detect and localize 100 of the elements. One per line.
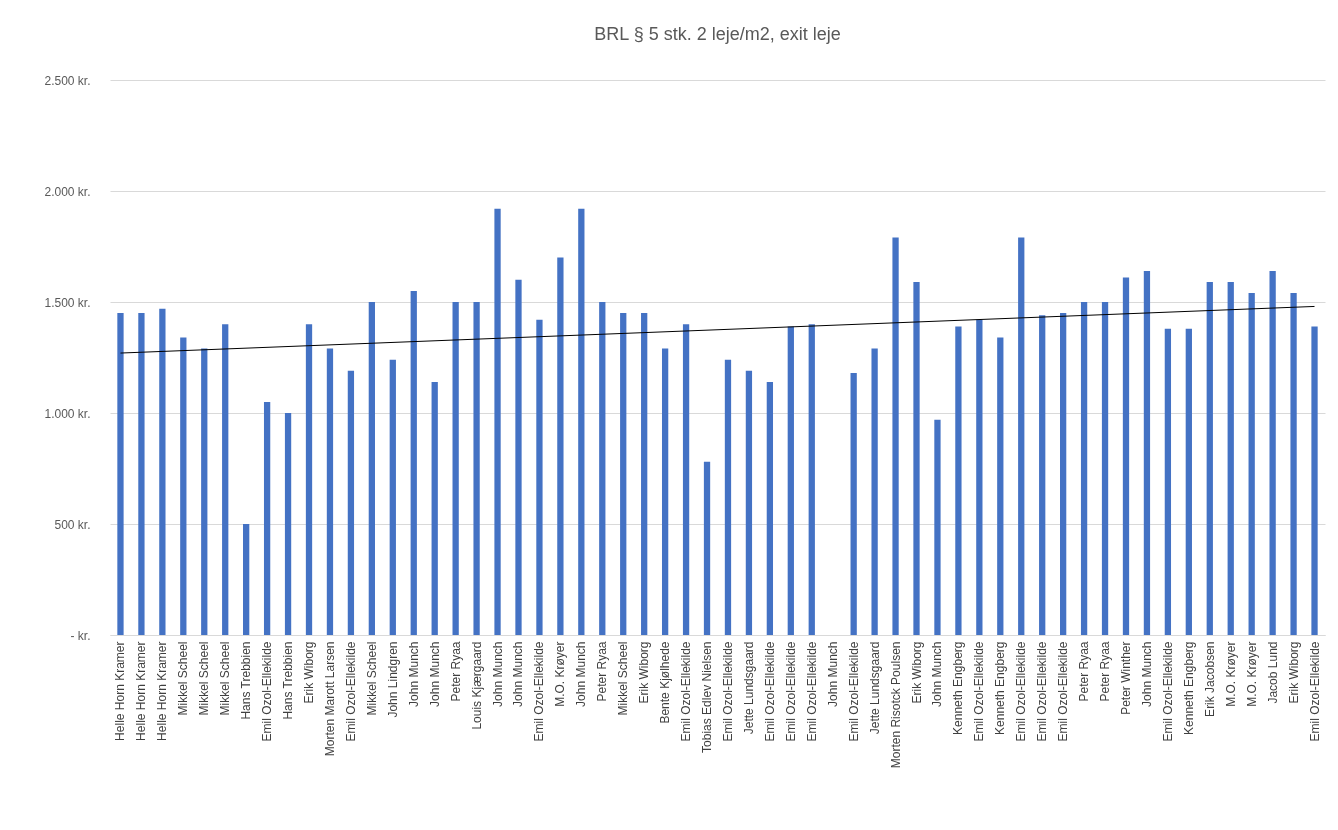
bar — [955, 326, 962, 635]
x-tick-label: Helle Horn Kramer — [155, 641, 170, 741]
x-tick-label: Mikkel Scheel — [218, 641, 233, 716]
x-tick-label: Hans Trebbien — [239, 641, 254, 720]
x-tick-label: John Munch — [427, 641, 442, 707]
bar — [808, 324, 815, 635]
y-tick-label: 1.000 kr. — [44, 406, 91, 421]
bar — [326, 348, 334, 635]
bar — [1164, 328, 1172, 635]
x-tick-label: Peter Ryaa — [1098, 641, 1113, 702]
x-tick-label: Emil Ozol-Ellekilde — [972, 641, 987, 742]
x-tick-label: Bente Kjølhede — [658, 641, 673, 724]
bar — [1122, 277, 1130, 635]
bar — [892, 237, 899, 635]
x-tick-label: Emil Ozol-Ellekilde — [343, 641, 358, 742]
x-tick-label: Mikkel Scheel — [197, 641, 212, 716]
bar — [997, 337, 1004, 635]
bar — [410, 290, 417, 635]
bar — [724, 359, 732, 635]
bar — [1290, 293, 1297, 635]
bar — [389, 359, 396, 635]
bar — [536, 319, 543, 635]
x-tick-label: John Munch — [511, 641, 526, 707]
x-tick-label: Jacob Lund — [1265, 641, 1280, 704]
bar — [1206, 282, 1213, 635]
chart-title: BRL § 5 stk. 2 leje/m2, exit leje — [594, 24, 841, 44]
bar — [284, 413, 292, 635]
x-tick-label: John Munch — [490, 641, 505, 707]
x-tick-label: Mikkel Scheel — [364, 641, 379, 716]
y-tick-label: 1.500 kr. — [44, 295, 91, 310]
bar — [871, 348, 878, 635]
x-tick-label: Morten Risotck Poulsen — [888, 641, 903, 769]
bar — [180, 337, 187, 635]
x-tick-label: Erik Wiborg — [909, 641, 924, 704]
x-tick-label: Tobias Edlev Nielsen — [700, 641, 715, 753]
x-tick-label: Erik Wiborg — [637, 641, 652, 704]
bar — [1101, 302, 1109, 635]
x-tick-label: Emil Ozol-Ellekilde — [720, 641, 735, 742]
bar — [620, 313, 627, 635]
x-tick-label: Emil Ozol-Ellekilde — [1014, 641, 1029, 742]
bar — [159, 308, 166, 635]
x-tick-label: Emil Ozol-Ellekilde — [783, 641, 798, 742]
x-tick-label: Morten Marott Larsen — [322, 641, 337, 757]
x-tick-label: Peter Ryaa — [1077, 641, 1092, 702]
x-tick-label: Emil Ozol-Ellekilde — [1160, 641, 1175, 742]
x-tick-label: Mikkel Scheel — [176, 641, 191, 716]
x-tick-label: Emil Ozol-Ellekilde — [846, 641, 861, 742]
x-tick-label: Erik Wiborg — [1286, 641, 1301, 704]
bar — [1060, 313, 1067, 635]
bar — [682, 324, 690, 635]
y-tick-label: 500 kr. — [54, 517, 91, 532]
x-tick-label: John Munch — [574, 641, 589, 707]
bar — [578, 208, 585, 635]
bar — [222, 324, 229, 635]
bar — [599, 302, 606, 635]
bar — [1269, 270, 1276, 635]
bar — [368, 302, 375, 635]
x-tick-label: Emil Ozol-Ellekilde — [260, 641, 275, 742]
x-tick-label: Mikkel Scheel — [616, 641, 631, 716]
bar — [641, 313, 648, 635]
bar — [1143, 270, 1151, 635]
x-tick-label: Erik Wiborg — [302, 641, 317, 704]
bar — [452, 302, 459, 635]
x-tick-label: Emil Ozol-Ellekilde — [1307, 641, 1322, 742]
bar — [745, 370, 753, 635]
x-tick-label: Helle Horn Kramer — [113, 641, 128, 741]
bar — [1018, 237, 1025, 635]
x-tick-label: John Lindgren — [385, 641, 400, 718]
x-tick-label: Peter Ryaa — [595, 641, 610, 702]
bar — [661, 348, 669, 635]
bar — [1039, 315, 1046, 635]
x-tick-label: Emil Ozol-Ellekilde — [804, 641, 819, 742]
bar — [766, 381, 774, 635]
bar — [305, 324, 313, 635]
bar — [431, 381, 438, 635]
bar — [243, 524, 250, 635]
bar — [557, 257, 564, 635]
x-tick-label: Peter Winther — [1118, 641, 1133, 715]
bar — [787, 326, 794, 635]
bar — [1227, 282, 1234, 635]
x-tick-label: John Munch — [825, 641, 840, 707]
bar — [703, 461, 711, 635]
x-tick-label: Kenneth Engberg — [993, 641, 1008, 735]
bar — [1080, 302, 1088, 635]
x-tick-label: M.O. Krøyer — [1244, 641, 1259, 707]
bar — [976, 319, 983, 635]
x-tick-label: M.O. Krøyer — [1223, 641, 1238, 707]
y-tick-label: - kr. — [70, 628, 91, 643]
x-tick-label: Peter Ryaa — [448, 641, 463, 702]
x-tick-label: Louis Kjærgaard — [469, 641, 484, 730]
bar — [117, 313, 124, 635]
x-tick-label: Helle Horn Kramer — [134, 641, 149, 741]
x-tick-label: M.O. Krøyer — [553, 641, 568, 707]
x-tick-label: Emil Ozol-Ellekilde — [1056, 641, 1071, 742]
bar — [494, 208, 501, 635]
x-tick-label: Jette Lundsgaard — [867, 641, 882, 735]
x-tick-label: Jette Lundsgaard — [741, 641, 756, 735]
y-tick-label: 2.500 kr. — [44, 73, 91, 88]
bar — [934, 419, 941, 635]
x-tick-label: Emil Ozol-Ellekilde — [1035, 641, 1050, 742]
